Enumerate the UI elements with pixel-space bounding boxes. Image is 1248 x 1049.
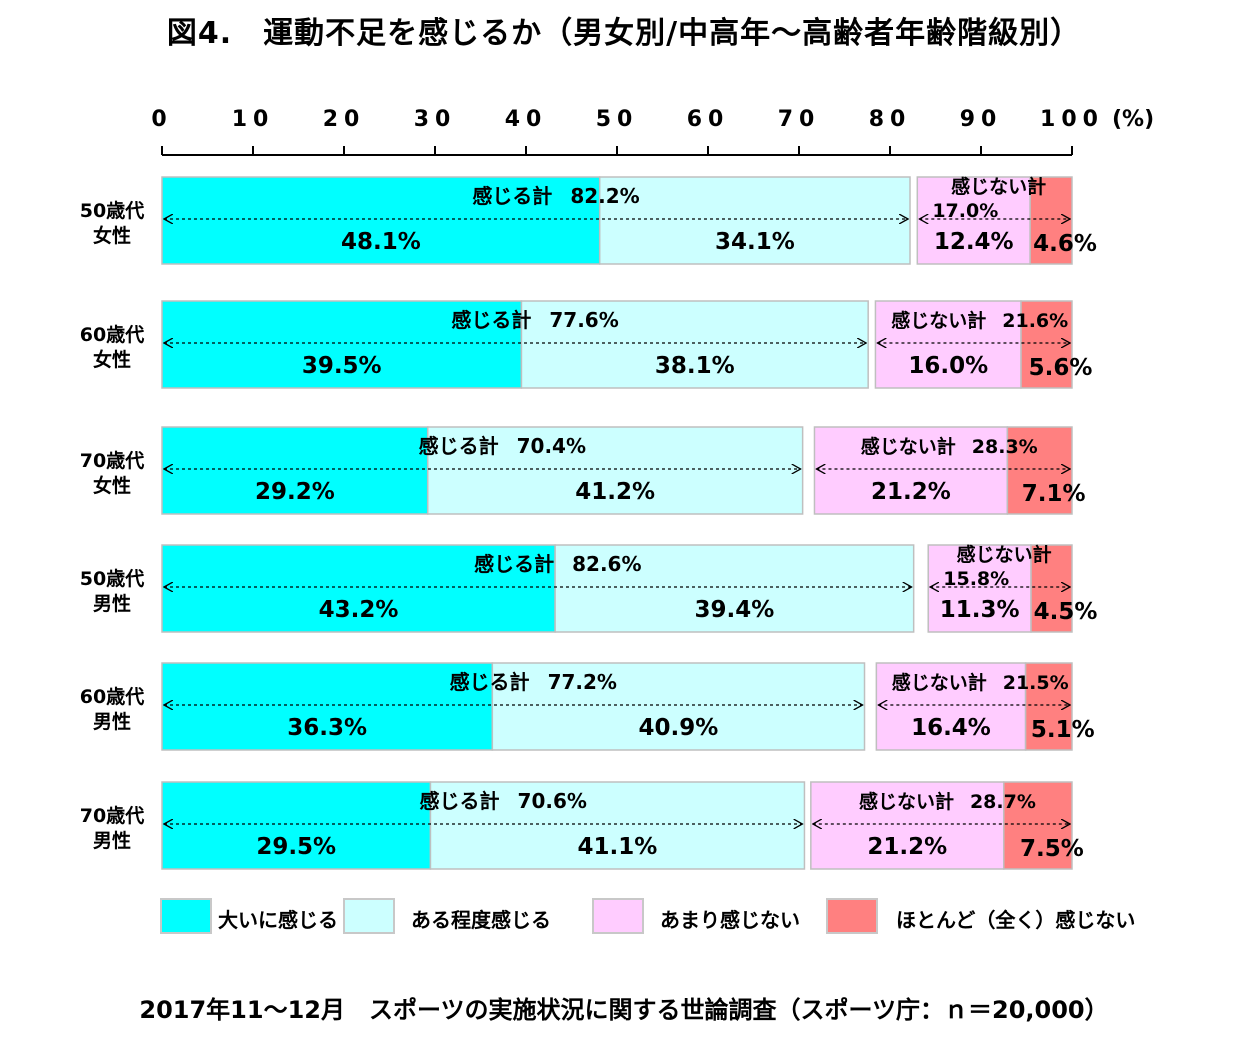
legend-label: ある程度感じる xyxy=(411,908,551,932)
not-feel-total-value: 15.8% xyxy=(943,568,1009,590)
not-at-all-value: 7.1% xyxy=(1022,481,1086,507)
x-tick-label: 20 xyxy=(323,107,366,132)
bar-row: 70歳代女性 感じる計 70.4% 感じない計 28.3% 29.2% 41.2% 21.2%… xyxy=(80,426,1086,515)
not-much-value: 21.2% xyxy=(867,834,947,860)
x-axis-unit: (%) xyxy=(1112,107,1154,132)
not-feel-total-label: 感じない計 xyxy=(957,543,1052,566)
bar-row: 60歳代女性 感じる計 77.6% 感じない計 21.6% 39.5% 38.1% 16.0%… xyxy=(80,300,1093,389)
x-tick-label: 90 xyxy=(960,107,1003,132)
somewhat-feel-value: 34.1% xyxy=(715,229,795,255)
not-feel-total-label: 感じない計 28.3% xyxy=(861,435,1038,458)
bar-row: 60歳代男性 感じる計 77.2% 感じない計 21.5% 36.3% 40.9% 16.4%… xyxy=(80,662,1095,751)
feel-total-label: 感じる計 77.6% xyxy=(451,308,618,332)
strongly-feel-value: 36.3% xyxy=(287,715,367,741)
legend-label: 大いに感じる xyxy=(218,908,338,932)
not-much-value: 21.2% xyxy=(871,479,951,505)
not-much-value: 16.4% xyxy=(911,715,991,741)
legend-label: あまり感じない xyxy=(660,908,800,932)
not-at-all-value: 5.6% xyxy=(1029,355,1093,381)
legend-swatch xyxy=(592,898,644,934)
not-feel-total-label: 感じない計 xyxy=(951,175,1046,198)
x-tick-label: 80 xyxy=(869,107,912,132)
feel-total-label: 感じる計 70.4% xyxy=(419,434,586,458)
strongly-feel-value: 48.1% xyxy=(341,229,421,255)
somewhat-feel-value: 41.1% xyxy=(578,834,658,860)
category-label: 70歳代女性 xyxy=(80,450,144,497)
not-much-value: 11.3% xyxy=(940,597,1020,623)
chart-title: 図4. 運動不足を感じるか（男女別/中高年～高齢者年齢階級別） xyxy=(166,16,1082,51)
not-at-all-value: 5.1% xyxy=(1031,717,1095,743)
x-tick-label: 10 xyxy=(232,107,275,132)
not-feel-total-label: 感じない計 21.5% xyxy=(892,671,1069,694)
bar-row: 70歳代男性 感じる計 70.6% 感じない計 28.7% 29.5% 41.1% 21.2%… xyxy=(80,781,1084,870)
somewhat-feel-value: 40.9% xyxy=(639,715,719,741)
x-tick-label: 30 xyxy=(414,107,457,132)
x-tick-label: 70 xyxy=(778,107,821,132)
x-tick-label: 100 xyxy=(1040,107,1104,132)
x-tick-label: 40 xyxy=(505,107,548,132)
x-tick-label: 60 xyxy=(687,107,730,132)
x-axis: 0 10 20 30 40 50 60 70 80 90 100 (%) xyxy=(151,107,1154,156)
feel-total-label: 感じる計 82.2% xyxy=(472,184,639,208)
somewhat-feel-value: 41.2% xyxy=(575,479,655,505)
not-much-value: 16.0% xyxy=(908,353,988,379)
legend-swatch xyxy=(826,898,878,934)
category-label: 60歳代男性 xyxy=(80,686,144,733)
legend-swatch xyxy=(160,898,212,934)
x-tick-label: 50 xyxy=(596,107,639,132)
footer-source: 2017年11～12月 スポーツの実施状況に関する世論調査（スポーツ庁：ｎ＝20… xyxy=(139,996,1109,1024)
category-label: 50歳代男性 xyxy=(80,568,144,615)
category-label: 70歳代男性 xyxy=(80,805,144,852)
strongly-feel-value: 39.5% xyxy=(302,353,382,379)
feel-total-label: 感じる計 77.2% xyxy=(450,670,617,694)
not-at-all-value: 7.5% xyxy=(1020,836,1084,862)
not-feel-total-label: 感じない計 21.6% xyxy=(891,309,1068,332)
legend-swatch xyxy=(343,898,395,934)
not-much-value: 12.4% xyxy=(934,229,1014,255)
strongly-feel-value: 29.5% xyxy=(256,834,336,860)
not-at-all-value: 4.5% xyxy=(1034,599,1098,625)
category-label: 50歳代女性 xyxy=(80,200,144,247)
feel-total-label: 感じる計 70.6% xyxy=(420,789,587,813)
legend-label: ほとんど（全く）感じない xyxy=(896,908,1136,932)
feel-total-label: 感じる計 82.6% xyxy=(474,552,641,576)
x-tick-label: 0 xyxy=(151,107,172,132)
strongly-feel-value: 29.2% xyxy=(255,479,335,505)
somewhat-feel-value: 39.4% xyxy=(694,597,774,623)
stacked-bar-chart: 0 10 20 30 40 50 60 70 80 90 100 (%) 50歳代女性 感じる計 82.2… xyxy=(80,107,1154,870)
strongly-feel-value: 43.2% xyxy=(319,597,399,623)
not-feel-total-label: 感じない計 28.7% xyxy=(859,790,1036,813)
not-feel-total-value: 17.0% xyxy=(932,200,998,222)
not-at-all-value: 4.6% xyxy=(1033,231,1097,257)
category-label: 60歳代女性 xyxy=(80,324,144,371)
somewhat-feel-value: 38.1% xyxy=(655,353,735,379)
